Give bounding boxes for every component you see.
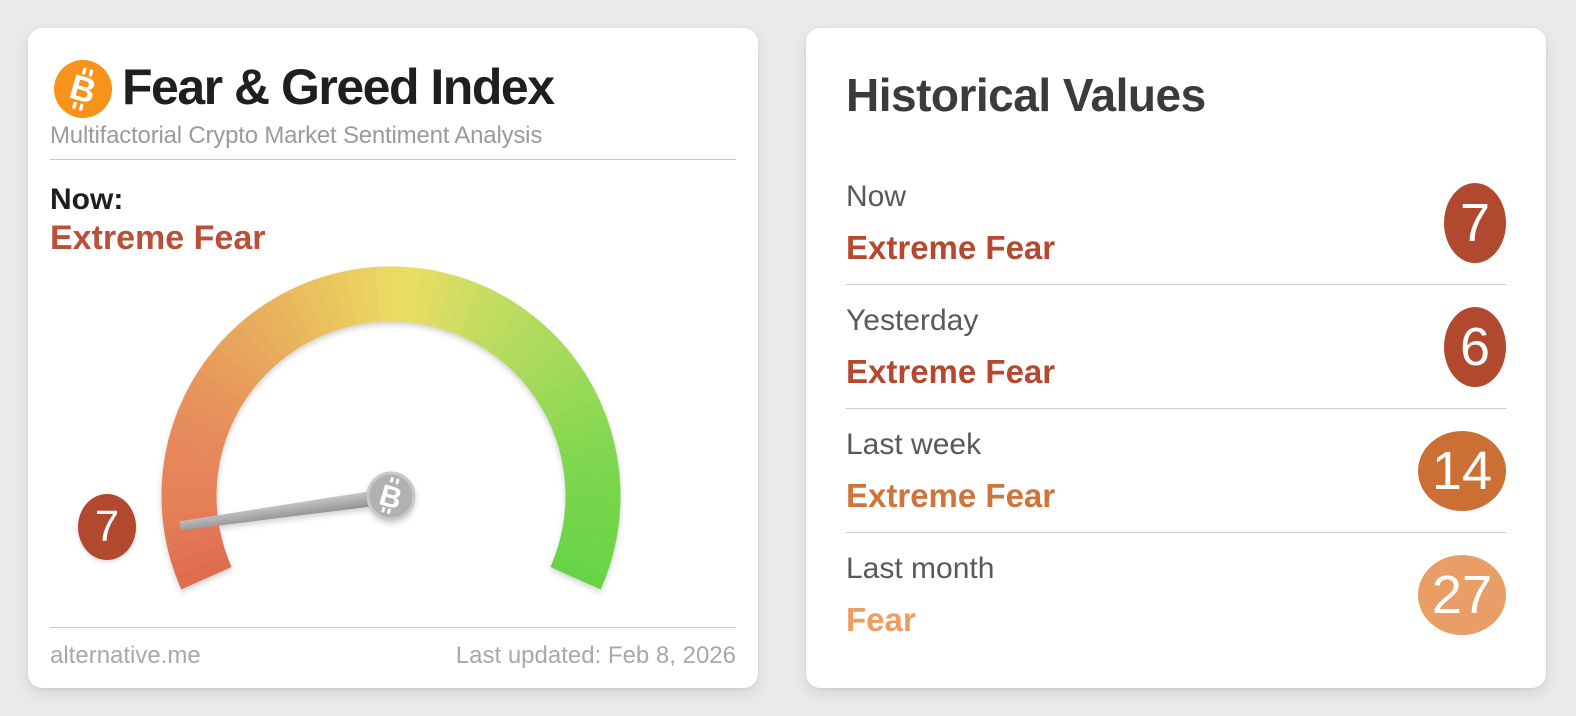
- fear-greed-gauge: B: [161, 266, 621, 590]
- last-updated-text: Last updated: Feb 8, 2026: [455, 642, 736, 669]
- list-item-last-month: Last month Fear 27: [846, 533, 1506, 657]
- list-item-yesterday: Yesterday Extreme Fear 6: [846, 285, 1506, 409]
- list-item-now: Now Extreme Fear 7: [846, 161, 1506, 285]
- now-sentiment: Extreme Fear: [50, 219, 266, 257]
- source-link[interactable]: alternative.me: [50, 642, 201, 669]
- page-subtitle: Multifactorial Crypto Market Sentiment A…: [50, 122, 543, 149]
- page-title: Fear & Greed Index: [122, 59, 555, 115]
- historical-values-title: Historical Values: [846, 69, 1206, 121]
- sentiment-value: Extreme Fear: [846, 228, 1056, 266]
- header-divider: [50, 159, 736, 160]
- sentiment-value: Fear: [846, 601, 916, 638]
- footer-divider: [50, 627, 736, 628]
- sentiment-value: Extreme Fear: [846, 476, 1056, 514]
- now-label: Now:: [50, 183, 124, 216]
- fear-greed-card: B Fear & Greed Index Multifactorial Cryp…: [28, 28, 758, 688]
- gauge-needle: [179, 488, 393, 531]
- value-badge: 14: [1417, 430, 1506, 511]
- gauge-value-badge: 7: [78, 494, 136, 560]
- value-badge: 7: [1444, 182, 1506, 263]
- bitcoin-icon: B: [54, 60, 112, 118]
- period-label: Last month: [846, 552, 995, 585]
- value-badge: 27: [1417, 555, 1506, 635]
- historical-values-list: Now Extreme Fear 7 Yesterday Extreme Fea…: [846, 161, 1506, 657]
- gauge-arc: [161, 266, 621, 590]
- period-label: Yesterday: [846, 303, 979, 337]
- period-label: Now: [846, 179, 907, 213]
- gauge-card-footer: alternative.me Last updated: Feb 8, 2026: [50, 640, 736, 672]
- sentiment-value: Extreme Fear: [846, 352, 1056, 390]
- value-badge: 6: [1444, 306, 1506, 387]
- historical-values-card: Historical Values Now Extreme Fear 7 Yes…: [806, 28, 1546, 688]
- gauge-hub-bitcoin-icon: B: [366, 471, 416, 521]
- list-item-last-week: Last week Extreme Fear 14: [846, 409, 1506, 533]
- period-label: Last week: [846, 427, 982, 461]
